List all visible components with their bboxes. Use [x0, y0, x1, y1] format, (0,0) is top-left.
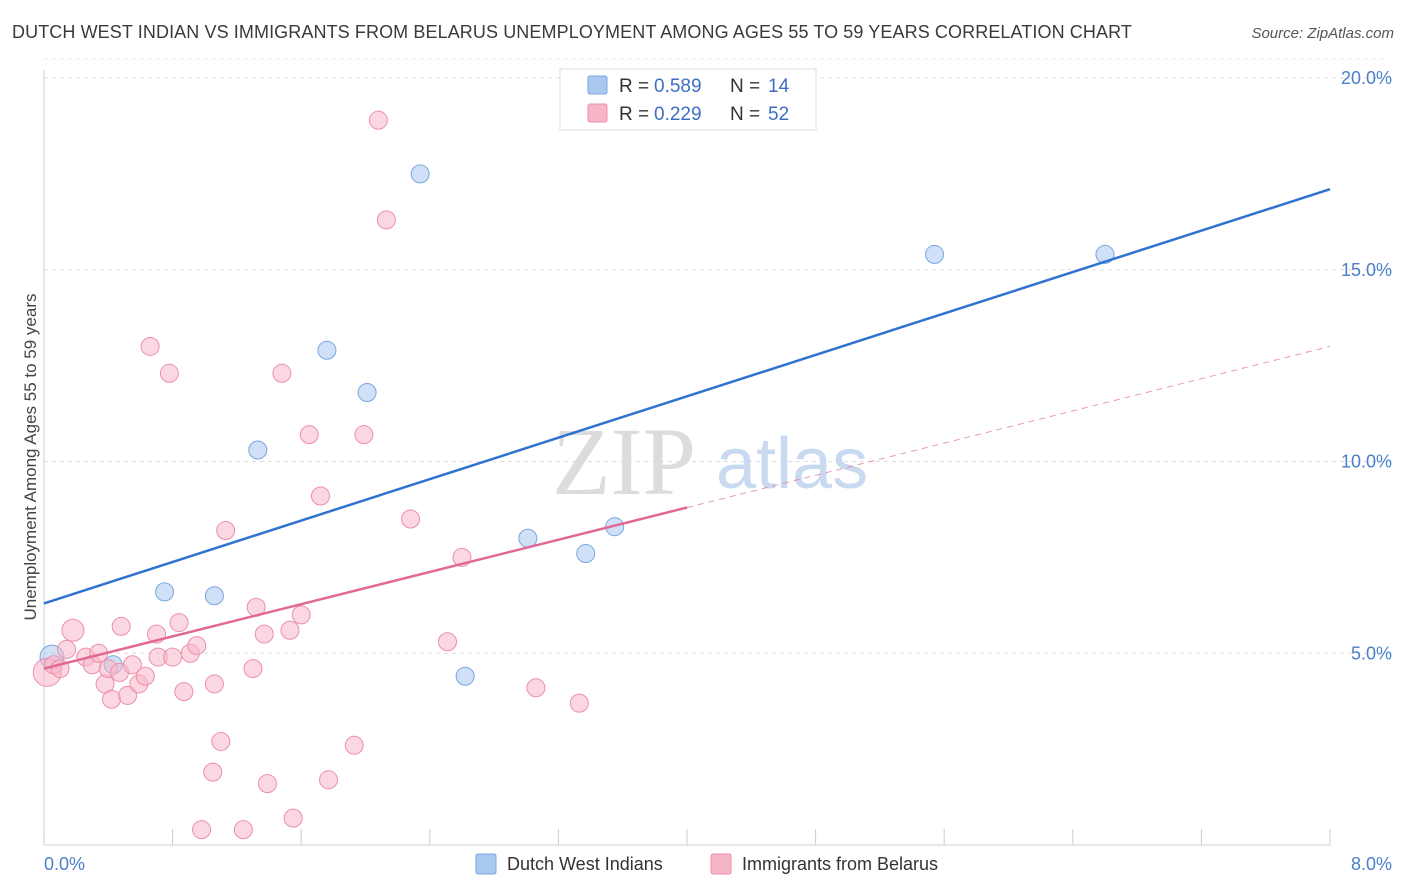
trend-line-belarus-extension: [686, 345, 1331, 509]
watermark-zip: ZIP: [552, 408, 696, 515]
point-dutch-west-indians: [248, 440, 268, 460]
point-immigrants-belarus: [216, 521, 236, 541]
point-immigrants-belarus: [354, 425, 374, 445]
point-immigrants-belarus: [122, 655, 142, 675]
point-immigrants-belarus: [299, 425, 319, 445]
point-immigrants-belarus: [257, 774, 277, 794]
point-dutch-west-indians: [155, 582, 175, 602]
point-immigrants-belarus: [280, 620, 300, 640]
point-immigrants-belarus: [233, 820, 253, 840]
point-immigrants-belarus: [57, 639, 77, 659]
point-immigrants-belarus: [569, 693, 589, 713]
point-immigrants-belarus: [437, 632, 457, 652]
gridlines: [44, 58, 1390, 654]
y-tick-labels: 5.0% 10.0% 15.0% 20.0%: [1341, 68, 1392, 663]
point-immigrants-belarus: [211, 731, 231, 751]
point-immigrants-belarus: [204, 674, 224, 694]
point-dutch-west-indians: [455, 666, 475, 686]
legend-swatch-belarus: [587, 103, 608, 123]
x-ticks: [43, 829, 1331, 845]
point-immigrants-belarus: [174, 682, 194, 702]
bottom-legend-swatch-dutch: [475, 853, 497, 875]
source-credit: Source: ZipAtlas.com: [1251, 25, 1394, 42]
point-immigrants-belarus: [272, 363, 292, 383]
x-tick-label-min: 0.0%: [44, 854, 85, 874]
point-immigrants-belarus: [61, 618, 85, 642]
legend-n-label-dutch: N =: [730, 76, 760, 97]
point-immigrants-belarus: [254, 624, 274, 644]
point-immigrants-belarus: [140, 336, 160, 356]
data-points: [32, 110, 1115, 840]
bottom-legend-label-dutch: Dutch West Indians: [507, 854, 663, 874]
y-tick-label: 20.0%: [1341, 68, 1392, 88]
point-immigrants-belarus: [319, 770, 339, 790]
point-immigrants-belarus: [102, 689, 122, 709]
legend-n-label-belarus: N =: [730, 104, 760, 125]
point-immigrants-belarus: [192, 820, 212, 840]
y-tick-label: 15.0%: [1341, 260, 1392, 280]
point-immigrants-belarus: [243, 659, 263, 679]
point-dutch-west-indians: [317, 340, 337, 360]
legend-n-value-dutch: 14: [768, 76, 790, 97]
point-immigrants-belarus: [401, 509, 421, 529]
legend-r-label-belarus: R =: [619, 104, 649, 125]
point-immigrants-belarus: [135, 666, 155, 686]
point-immigrants-belarus: [376, 210, 396, 230]
bottom-legend: Dutch West Indians Immigrants from Belar…: [475, 853, 938, 875]
bottom-legend-swatch-belarus: [710, 853, 732, 875]
point-immigrants-belarus: [187, 636, 207, 656]
x-tick-label-max: 8.0%: [1351, 854, 1392, 874]
point-immigrants-belarus: [111, 616, 131, 636]
point-dutch-west-indians: [204, 586, 224, 606]
point-immigrants-belarus: [159, 363, 179, 383]
legend-r-value-dutch: 0.589: [654, 76, 702, 97]
trend-lines: [43, 188, 1331, 670]
point-immigrants-belarus: [310, 486, 330, 506]
point-dutch-west-indians: [518, 528, 538, 548]
bottom-legend-label-belarus: Immigrants from Belarus: [742, 854, 938, 874]
trend-line-dutch: [43, 188, 1331, 605]
watermark-atlas: atlas: [716, 424, 868, 504]
point-immigrants-belarus: [283, 808, 303, 828]
y-axis-label: Unemployment Among Ages 55 to 59 years: [21, 294, 40, 621]
y-tick-label: 10.0%: [1341, 452, 1392, 472]
legend-r-label-dutch: R =: [619, 76, 649, 97]
legend-swatch-dutch: [587, 75, 608, 95]
point-dutch-west-indians: [410, 164, 430, 184]
point-immigrants-belarus: [344, 735, 364, 755]
point-immigrants-belarus: [118, 685, 138, 705]
legend-n-value-belarus: 52: [768, 104, 789, 125]
legend: R = 0.589 N = 14 R = 0.229 N = 52: [559, 68, 817, 131]
point-immigrants-belarus: [203, 762, 223, 782]
legend-r-value-belarus: 0.229: [654, 104, 702, 125]
point-immigrants-belarus: [368, 110, 388, 130]
watermark: ZIP atlas: [552, 408, 868, 515]
point-dutch-west-indians: [357, 382, 377, 402]
y-tick-label: 5.0%: [1351, 643, 1392, 663]
point-immigrants-belarus: [169, 613, 189, 633]
chart-title: DUTCH WEST INDIAN VS IMMIGRANTS FROM BEL…: [12, 22, 1132, 42]
trend-line-belarus: [43, 506, 688, 670]
point-immigrants-belarus: [526, 678, 546, 698]
point-immigrants-belarus: [163, 647, 183, 667]
point-dutch-west-indians: [576, 544, 596, 564]
point-dutch-west-indians: [1095, 244, 1115, 264]
point-immigrants-belarus: [291, 605, 311, 625]
point-dutch-west-indians: [925, 244, 945, 264]
